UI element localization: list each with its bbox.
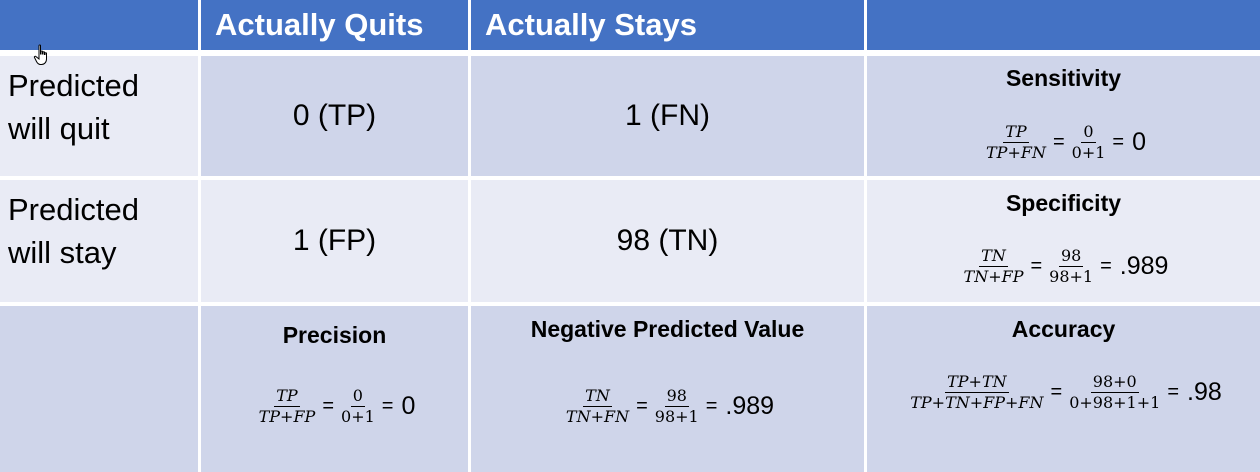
fraction-denominator: TN+FN — [565, 407, 630, 426]
specificity-numeric-fraction: 98 98+1 — [1047, 246, 1095, 287]
accuracy-symbolic-fraction: TP+TN TP+TN+FP+FN — [908, 372, 1045, 413]
fraction-denominator: 0+1 — [341, 407, 375, 426]
precision-formula: TP TP+FP = 0 0+1 = 0 — [201, 386, 468, 427]
precision-result: 0 — [401, 392, 416, 420]
fraction-denominator: TP+FN — [986, 143, 1046, 162]
sensitivity-cell: Sensitivity TP TP+FN = 0 0+1 = 0 — [867, 56, 1260, 176]
equals-sign: = — [1100, 255, 1112, 277]
equals-sign: = — [1052, 131, 1065, 153]
precision-cell: Precision TP TP+FP = 0 0+1 = 0 — [201, 306, 468, 472]
npv-numeric-fraction: 98 98+1 — [653, 386, 701, 427]
row-label-line1: Predicted — [8, 68, 139, 103]
fraction-numerator: 98 — [664, 386, 689, 407]
equals-sign: = — [1030, 255, 1043, 277]
npv-symbolic-fraction: TN TN+FN — [564, 386, 631, 427]
accuracy-numeric-fraction: 98+0 0+98+1+1 — [1067, 372, 1162, 413]
fraction-numerator: 0 — [350, 386, 365, 407]
precision-symbolic-fraction: TP TP+FP — [257, 386, 318, 427]
sensitivity-numeric-fraction: 0 0+1 — [1070, 122, 1108, 163]
row-label-will-stay: Predicted will stay — [0, 180, 198, 302]
cell-false-negative: 1 (FN) — [471, 56, 864, 176]
specificity-cell: Specificity TN TN+FP = 98 98+1 = .989 — [867, 180, 1260, 302]
equals-sign: = — [1167, 381, 1180, 403]
fraction-numerator: TP — [274, 386, 300, 407]
fraction-numerator: TN — [979, 246, 1008, 267]
cell-true-positive: 0 (TP) — [201, 56, 468, 176]
fraction-denominator: 0+1 — [1071, 143, 1106, 162]
fraction-denominator: TP+TN+FP+FN — [910, 393, 1044, 412]
header-corner — [0, 0, 198, 50]
header-metrics — [867, 0, 1260, 50]
row-label-line1: Predicted — [8, 192, 139, 227]
precision-numeric-fraction: 0 0+1 — [339, 386, 377, 427]
accuracy-cell: Accuracy TP+TN TP+TN+FP+FN = 98+0 0+98+1… — [867, 306, 1260, 472]
empty-bottom-left-cell — [0, 306, 198, 472]
fraction-denominator: 0+98+1+1 — [1069, 393, 1161, 412]
equals-sign: = — [1050, 381, 1063, 403]
sensitivity-symbolic-fraction: TP TP+FN — [984, 122, 1048, 163]
accuracy-formula: TP+TN TP+TN+FP+FN = 98+0 0+98+1+1 = .98 — [867, 372, 1260, 413]
equals-sign: = — [636, 395, 648, 417]
sensitivity-title: Sensitivity — [1005, 65, 1122, 91]
header-actually-quits: Actually Quits — [201, 0, 468, 50]
npv-formula: TN TN+FN = 98 98+1 = .989 — [471, 386, 864, 427]
equals-sign: = — [381, 395, 394, 417]
specificity-title: Specificity — [1005, 190, 1122, 216]
npv-cell: Negative Predicted Value TN TN+FN = 98 9… — [471, 306, 864, 472]
precision-title: Precision — [282, 322, 387, 348]
fraction-numerator: 98+0 — [1090, 372, 1139, 393]
fraction-numerator: TP — [1003, 122, 1029, 143]
equals-sign: = — [322, 395, 335, 417]
row-label-line2: will stay — [8, 235, 117, 270]
row-label-line2: will quit — [8, 111, 110, 146]
fraction-numerator: 0 — [1081, 122, 1096, 143]
equals-sign: = — [1112, 131, 1125, 153]
cell-true-negative: 98 (TN) — [471, 180, 864, 302]
equals-sign: = — [705, 395, 718, 417]
fraction-denominator: TP+FP — [258, 407, 316, 426]
fraction-numerator: TN — [583, 386, 612, 407]
fraction-numerator: 98 — [1058, 246, 1084, 267]
specificity-result: .989 — [1119, 252, 1169, 280]
specificity-symbolic-fraction: TN TN+FP — [962, 246, 1026, 287]
hand-pointer-icon — [33, 44, 51, 71]
row-label-will-quit: Predicted will quit — [0, 56, 198, 176]
header-actually-stays: Actually Stays — [471, 0, 864, 50]
fraction-denominator: 98+1 — [1049, 267, 1094, 286]
specificity-formula: TN TN+FP = 98 98+1 = .989 — [867, 246, 1260, 287]
npv-title: Negative Predicted Value — [530, 316, 805, 342]
fraction-denominator: TN+FP — [963, 267, 1024, 286]
fraction-denominator: 98+1 — [654, 407, 699, 426]
accuracy-result: .98 — [1187, 378, 1222, 406]
accuracy-title: Accuracy — [1011, 316, 1116, 342]
cell-false-positive: 1 (FP) — [201, 180, 468, 302]
sensitivity-result: 0 — [1132, 128, 1146, 156]
npv-result: .989 — [725, 392, 775, 420]
fraction-numerator: TP+TN — [945, 372, 1009, 393]
sensitivity-formula: TP TP+FN = 0 0+1 = 0 — [867, 122, 1260, 163]
